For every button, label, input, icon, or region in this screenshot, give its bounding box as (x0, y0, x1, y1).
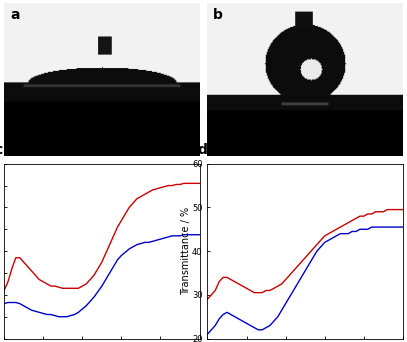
Text: c: c (0, 143, 2, 157)
Text: a: a (10, 8, 20, 22)
Text: b: b (213, 8, 223, 22)
Text: d: d (198, 143, 208, 157)
Y-axis label: Transmittance / %: Transmittance / % (181, 207, 190, 295)
